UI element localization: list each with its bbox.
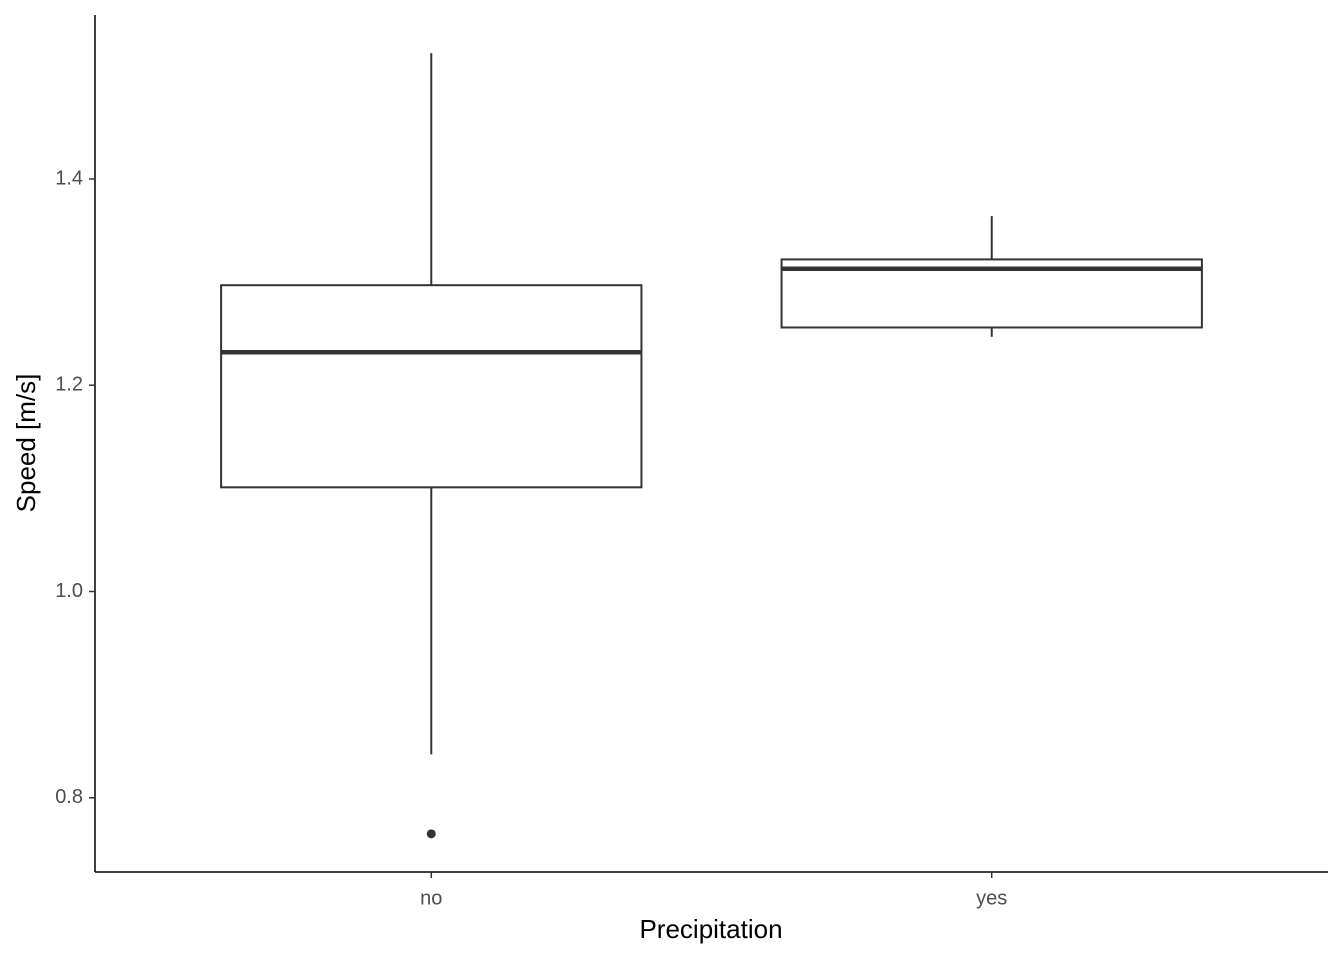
x-tick-label: yes (976, 887, 1007, 909)
box (220, 284, 643, 489)
x-axis-title: Precipitation (639, 914, 782, 944)
outlier (426, 829, 436, 839)
y-tick-label: 1.0 (55, 580, 83, 602)
y-tick-label: 1.4 (55, 167, 83, 189)
y-tick-label: 1.2 (55, 374, 83, 396)
x-tick-label: no (420, 887, 442, 909)
y-tick-label: 0.8 (55, 786, 83, 808)
y-axis-title: Speed [m/s] (11, 374, 41, 513)
